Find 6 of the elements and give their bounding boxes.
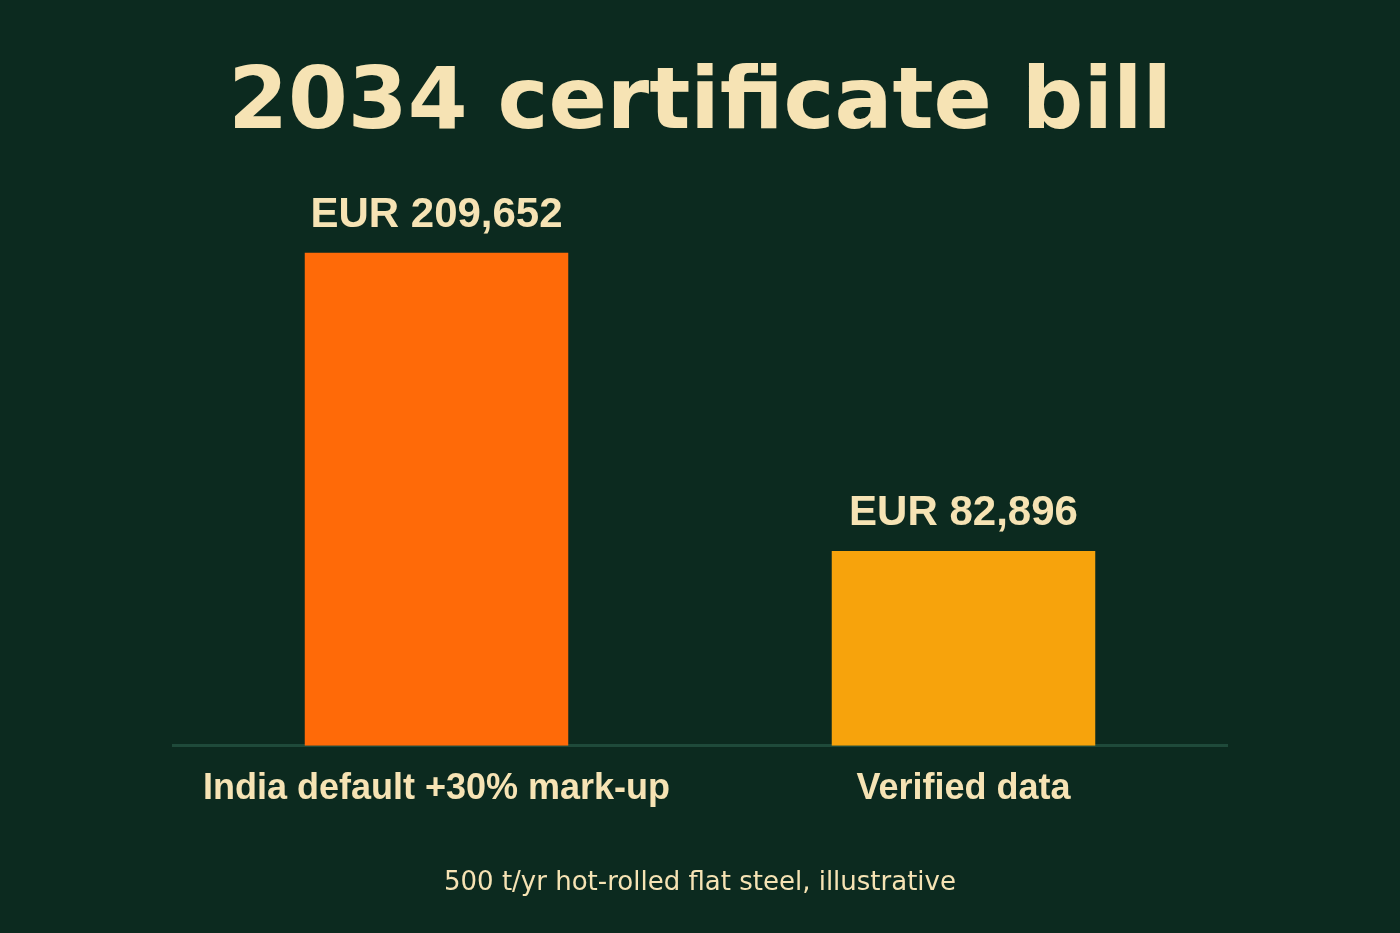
data-label: EUR 82,896 bbox=[849, 487, 1078, 535]
data-label: EUR 209,652 bbox=[310, 189, 563, 237]
chart-title: 2034 certificate bill bbox=[227, 48, 1173, 148]
x-tick-label: Verified data bbox=[856, 766, 1072, 808]
x-tick-label: India default +30% mark-up bbox=[202, 766, 671, 808]
text: 500 t/yr hot-rolled flat steel, illustrative bbox=[443, 866, 957, 896]
